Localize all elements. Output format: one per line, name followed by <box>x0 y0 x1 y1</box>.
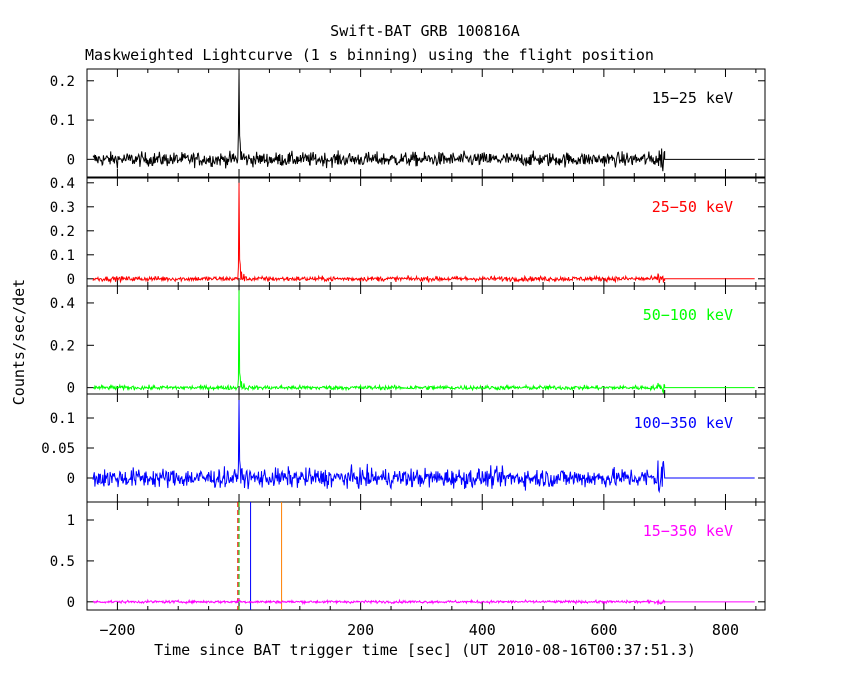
x-axis-label: Time since BAT trigger time [sec] (UT 20… <box>154 641 696 659</box>
panel-frame <box>86 68 766 178</box>
lightcurve-line <box>92 399 755 494</box>
x-tick-label: 200 <box>347 621 374 639</box>
y-tick-label: 0.1 <box>50 248 75 264</box>
y-tick-label: 0.4 <box>50 176 75 192</box>
chart-subtitle: Maskweighted Lightcurve (1 s binning) us… <box>85 46 654 64</box>
panel-frame <box>86 177 766 287</box>
lightcurve-line <box>93 290 755 395</box>
energy-band-label: 100−350 keV <box>634 414 733 432</box>
y-tick-label: 0.2 <box>50 338 75 354</box>
panels-group: 0 0.1 0.2 15−25 keV 0 0.1 0.2 0.3 0.4 25−50 keV 0 0… <box>41 68 766 639</box>
y-tick-label: 0 <box>67 381 75 397</box>
y-tick-label: 0 <box>67 152 75 168</box>
panel-frame <box>86 501 766 611</box>
y-axis-label: Counts/sec/det <box>10 279 28 405</box>
energy-band-label: 15−350 keV <box>643 522 733 540</box>
lightcurve-line <box>92 72 755 172</box>
y-tick-label: 0 <box>67 595 75 611</box>
y-tick-label: 0 <box>67 471 75 487</box>
y-tick-label: 0.05 <box>41 441 75 457</box>
y-tick-label: 0 <box>67 272 75 288</box>
energy-band-label: 25−50 keV <box>652 198 733 216</box>
y-tick-label: 0.5 <box>50 554 75 570</box>
y-tick-label: 0.4 <box>50 296 75 312</box>
x-tick-label: 800 <box>712 621 739 639</box>
lightcurve-line <box>92 598 755 606</box>
y-tick-label: 0.2 <box>50 74 75 90</box>
energy-band-label: 50−100 keV <box>643 306 733 324</box>
panel-frame <box>86 285 766 395</box>
y-tick-label: 0.2 <box>50 224 75 240</box>
energy-band-label: 15−25 keV <box>652 89 733 107</box>
y-tick-label: 0.1 <box>50 113 75 129</box>
y-tick-label: 0.1 <box>50 411 75 427</box>
x-tick-label: −200 <box>99 621 135 639</box>
panel-frame <box>86 393 766 503</box>
chart-title: Swift-BAT GRB 100816A <box>330 22 520 40</box>
lightcurve-line <box>92 182 755 284</box>
x-tick-label: 600 <box>590 621 617 639</box>
y-tick-label: 1 <box>67 513 75 529</box>
x-tick-label: 400 <box>469 621 496 639</box>
y-tick-label: 0.3 <box>50 200 75 216</box>
x-tick-label: 0 <box>235 621 244 639</box>
